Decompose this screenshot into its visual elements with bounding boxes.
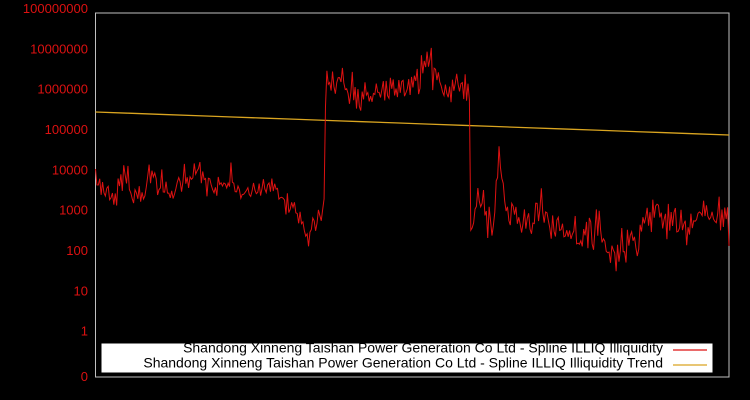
svg-text:1: 1	[81, 324, 88, 339]
svg-text:10000: 10000	[52, 162, 88, 177]
svg-text:Shandong Xinneng Taishan Power: Shandong Xinneng Taishan Power Generatio…	[183, 340, 663, 356]
svg-text:1000000: 1000000	[37, 82, 88, 97]
svg-text:0: 0	[81, 369, 88, 384]
svg-text:100: 100	[66, 243, 88, 258]
svg-text:100000000: 100000000	[23, 1, 88, 16]
svg-text:100000: 100000	[45, 122, 88, 137]
svg-text:Shandong Xinneng Taishan Power: Shandong Xinneng Taishan Power Generatio…	[143, 355, 663, 371]
svg-text:1000: 1000	[59, 203, 88, 218]
svg-text:10000000: 10000000	[30, 41, 88, 56]
svg-text:10: 10	[74, 283, 88, 298]
